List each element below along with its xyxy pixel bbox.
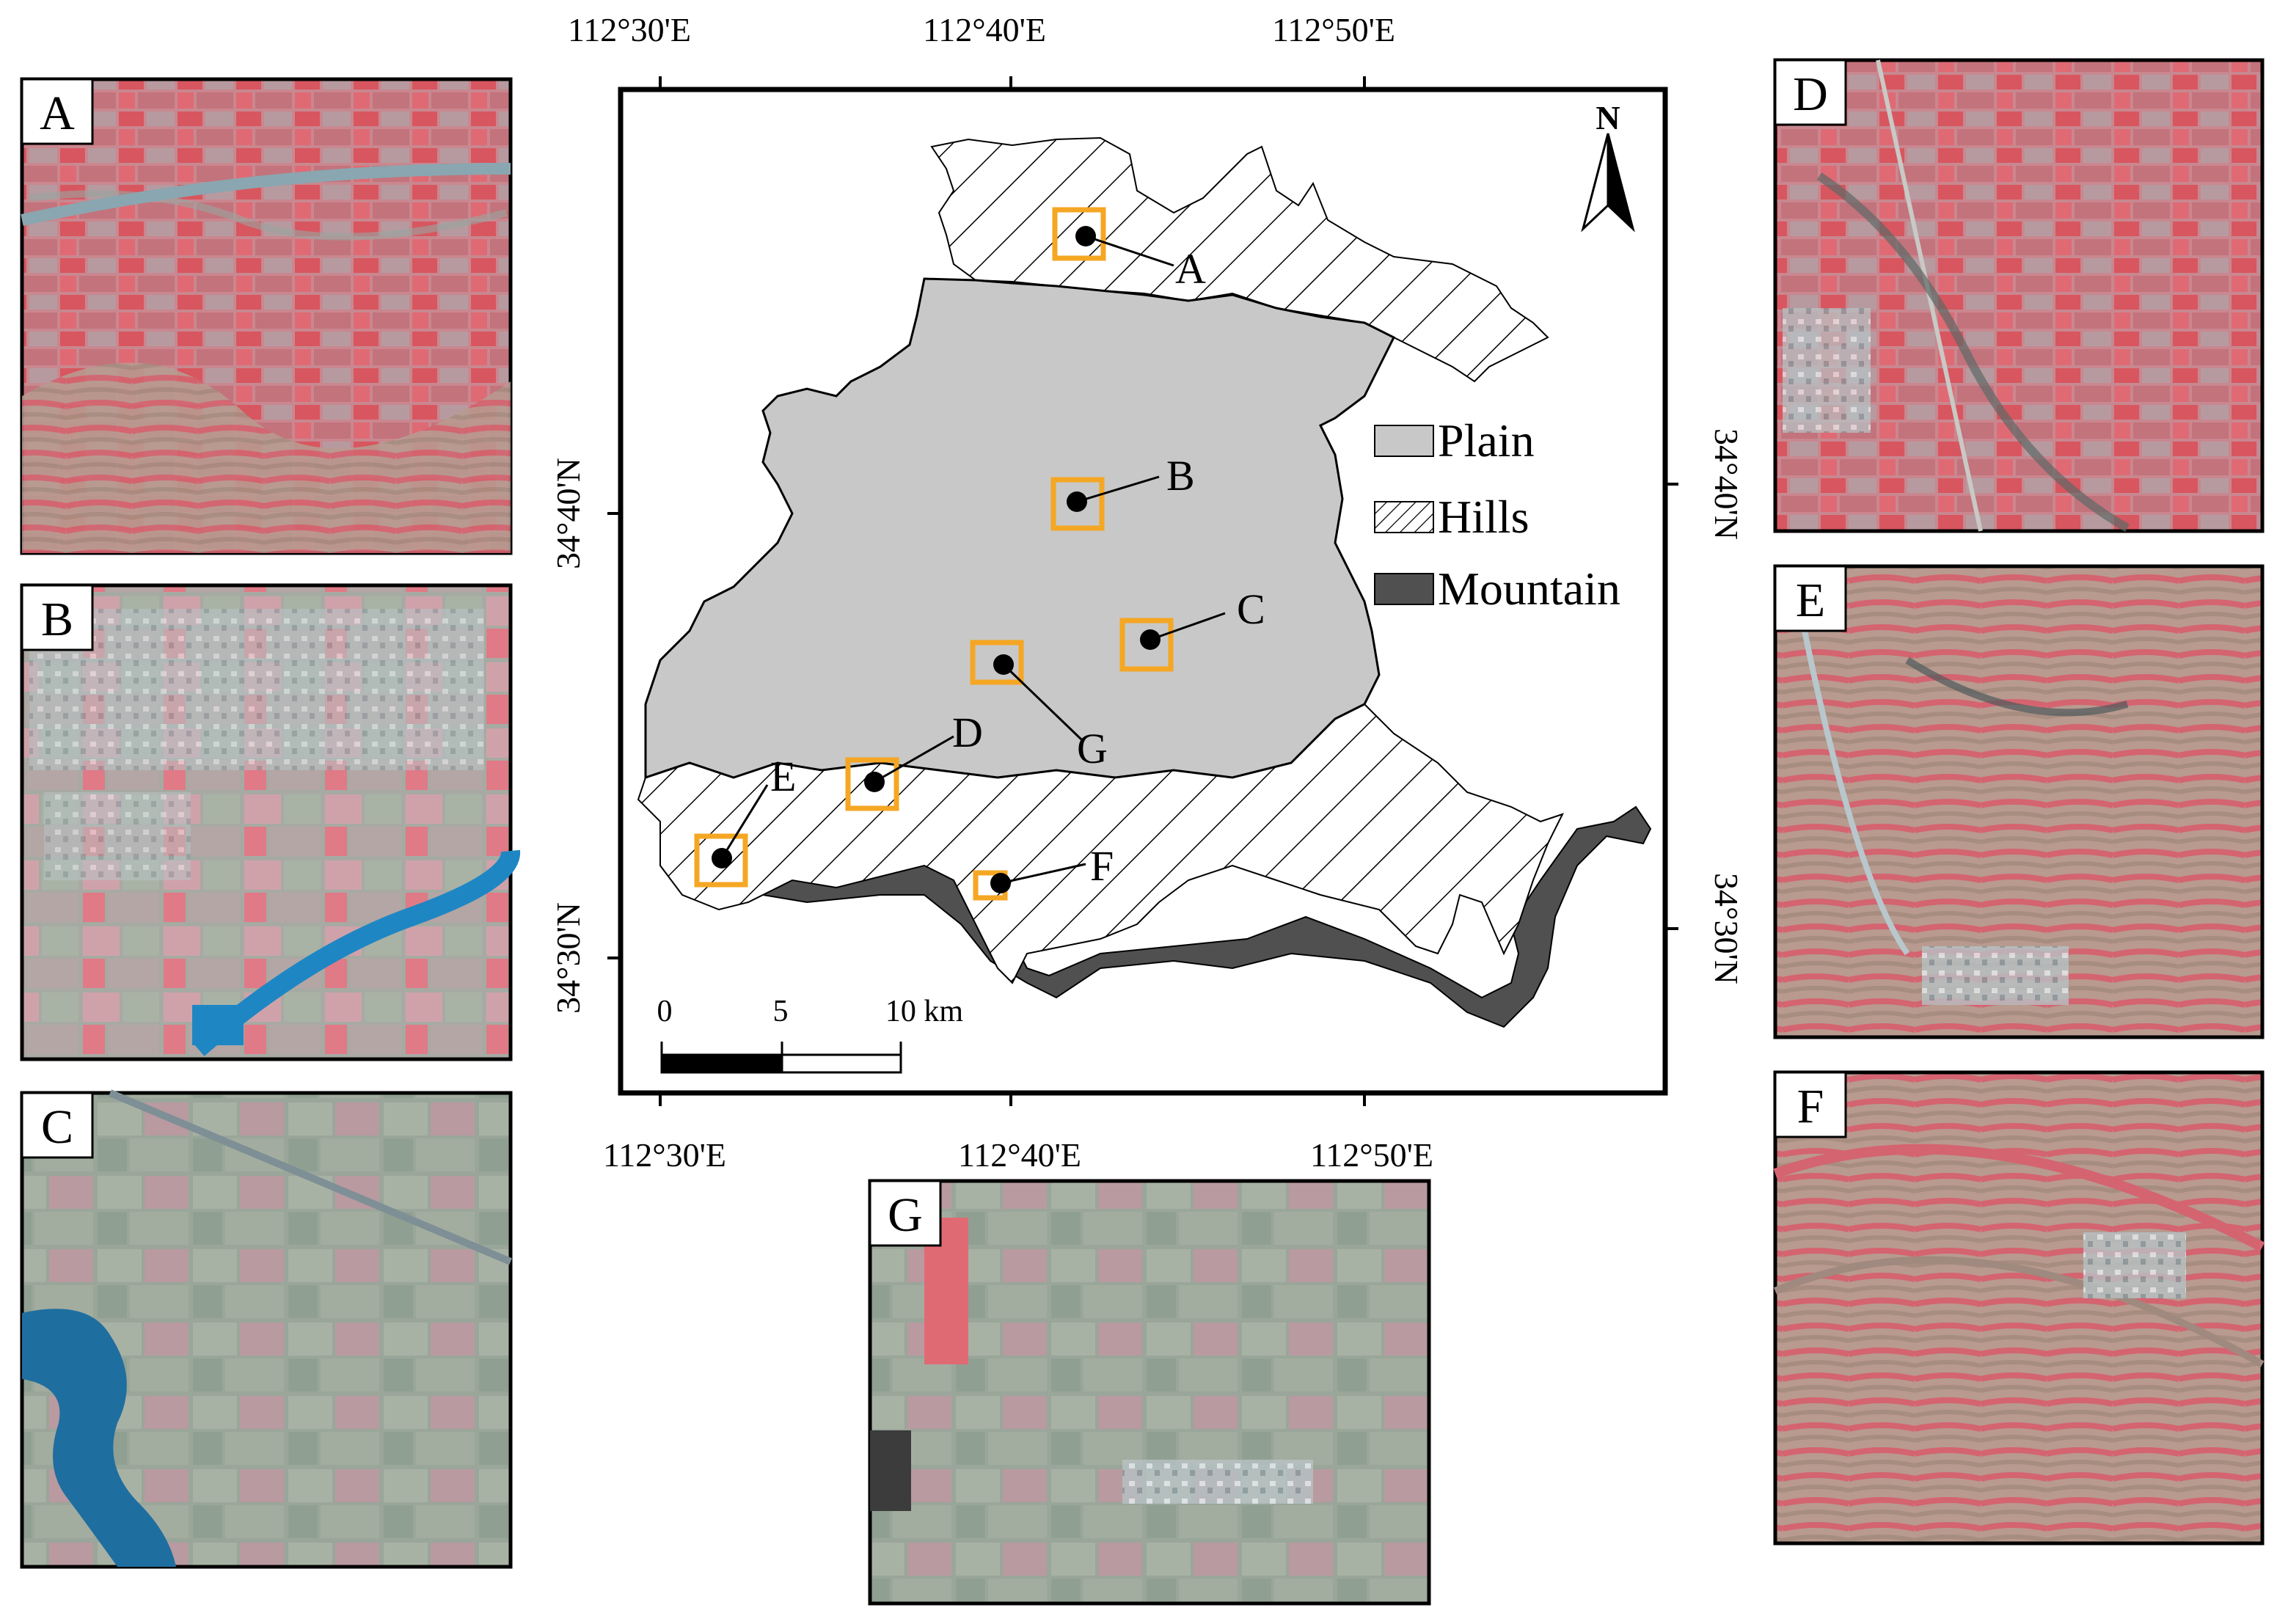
- site-box-d: [845, 757, 899, 811]
- site-box-b: [1050, 477, 1105, 531]
- panel-letter-g: G: [888, 1188, 923, 1242]
- legend-label-plain: Plain: [1438, 414, 1535, 467]
- scale-bar: 0 5 10 km: [657, 995, 964, 1074]
- legend-swatch-hills: [1374, 501, 1434, 533]
- site-box-g: [970, 640, 1024, 685]
- site-label-g: G: [1077, 725, 1108, 772]
- top-tick-3: 112°50'E: [1272, 11, 1395, 48]
- panel-letter-b: B: [41, 593, 73, 646]
- bottom-tick-3: 112°50'E: [1310, 1136, 1433, 1174]
- site-label-f: F: [1090, 842, 1114, 890]
- site-box-a: [1052, 207, 1106, 261]
- legend: Plain Hills Mountain: [1374, 414, 1620, 615]
- north-label: N: [1596, 99, 1620, 136]
- site-box-c: [1119, 618, 1174, 672]
- legend-label-mountain: Mountain: [1438, 563, 1620, 615]
- site-labels: A B C G D E F: [770, 245, 1265, 890]
- panel-letter-a: A: [40, 87, 75, 140]
- inset-panel-e: E: [1773, 564, 2265, 1039]
- inset-panel-c: C: [20, 1089, 513, 1569]
- northern-hills-region: [930, 136, 1549, 383]
- panel-letter-d: D: [1793, 67, 1828, 121]
- bottom-tick-1: 112°30'E: [603, 1136, 726, 1174]
- bottom-tick-2: 112°40'E: [958, 1136, 1081, 1174]
- site-label-a: A: [1175, 245, 1206, 293]
- site-label-c: C: [1237, 585, 1265, 633]
- right-tick-1: 34°40'N: [1708, 428, 1745, 540]
- left-tick-1: 34°40'N: [549, 458, 587, 569]
- north-arrow-icon: N: [1581, 99, 1635, 233]
- panel-letter-e: E: [1796, 574, 1825, 627]
- inset-panel-g: G: [868, 1179, 1431, 1606]
- site-label-b: B: [1166, 452, 1195, 500]
- legend-swatch-mountain: [1374, 573, 1434, 605]
- top-tick-1: 112°30'E: [568, 11, 691, 48]
- inset-panel-d: D: [1773, 58, 2265, 533]
- site-label-d: D: [952, 709, 983, 756]
- axis-ticks: [607, 76, 1678, 1106]
- main-map: 112°30'E 112°40'E 112°50'E 112°30'E 112°…: [549, 11, 1745, 1174]
- panel-letter-c: C: [41, 1100, 73, 1154]
- right-tick-2: 34°30'N: [1708, 873, 1745, 984]
- site-markers: [694, 207, 1174, 901]
- inset-panel-f: F: [1773, 1070, 2265, 1546]
- top-tick-2: 112°40'E: [923, 11, 1046, 48]
- site-box-e: [694, 833, 748, 888]
- mountain-region: [761, 805, 1652, 1028]
- plain-region: [644, 277, 1396, 780]
- left-tick-2: 34°30'N: [549, 902, 587, 1014]
- inset-panel-a: A: [20, 77, 513, 555]
- scale-label-10: 10 km: [885, 995, 964, 1028]
- scale-label-0: 0: [657, 995, 673, 1028]
- legend-swatch-plain: [1374, 425, 1434, 457]
- panel-letter-f: F: [1797, 1080, 1824, 1133]
- site-label-e: E: [770, 753, 796, 800]
- scale-label-5: 5: [773, 995, 789, 1028]
- site-leaders: [720, 235, 1226, 885]
- legend-label-hills: Hills: [1438, 491, 1529, 543]
- inset-panel-b: B: [20, 583, 521, 1061]
